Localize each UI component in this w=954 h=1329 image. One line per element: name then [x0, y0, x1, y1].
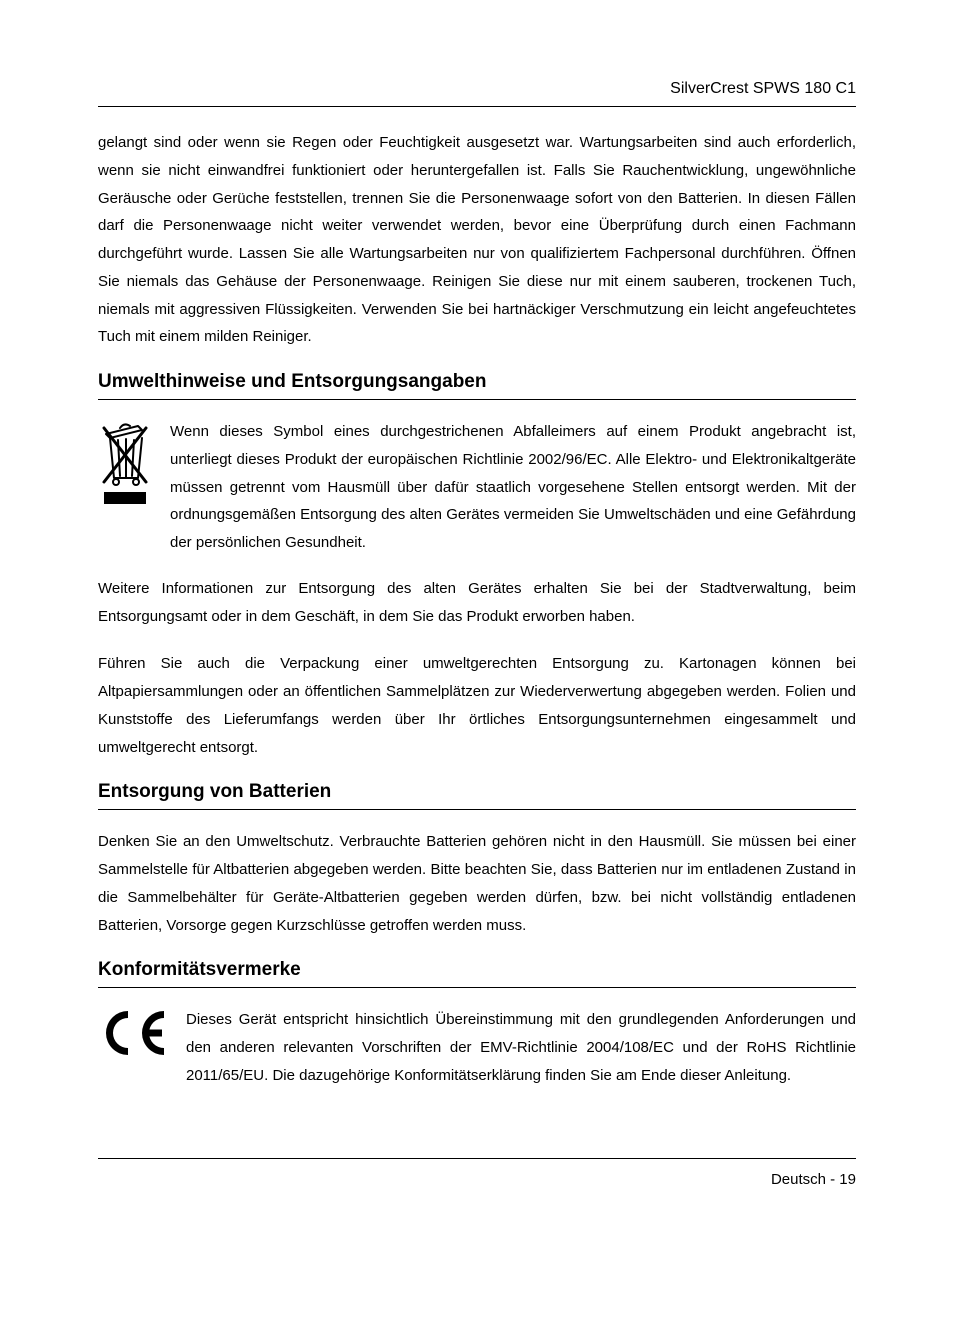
page-header: SilverCrest SPWS 180 C1 [98, 80, 856, 107]
env-paragraph-3: Führen Sie auch die Verpackung einer umw… [98, 650, 856, 761]
env-paragraph-2: Weitere Informationen zur Entsorgung des… [98, 575, 856, 631]
batt-paragraph: Denken Sie an den Umweltschutz. Verbrauc… [98, 828, 856, 939]
heading-rule [98, 399, 856, 400]
heading-rule [98, 987, 856, 988]
heading-rule [98, 809, 856, 810]
heading-batteries: Entsorgung von Batterien [98, 781, 856, 803]
page-footer: Deutsch - 19 [98, 1158, 856, 1188]
weee-row: Wenn dieses Symbol eines durchgestrichen… [98, 418, 856, 557]
footer-rule [98, 1158, 856, 1159]
product-name: SilverCrest SPWS 180 C1 [670, 80, 856, 97]
heading-environment: Umwelthinweise und Entsorgungsangaben [98, 371, 856, 393]
intro-paragraph: gelangt sind oder wenn sie Regen oder Fe… [98, 129, 856, 351]
ce-row: Dieses Gerät entspricht hinsichtlich Übe… [98, 1006, 856, 1089]
ce-icon [98, 1008, 168, 1063]
heading-conformity: Konformitätsvermerke [98, 959, 856, 981]
footer-text: Deutsch - 19 [98, 1171, 856, 1188]
conf-paragraph: Dieses Gerät entspricht hinsichtlich Übe… [186, 1006, 856, 1089]
env-paragraph-1: Wenn dieses Symbol eines durchgestrichen… [170, 418, 856, 557]
weee-icon [98, 420, 152, 513]
